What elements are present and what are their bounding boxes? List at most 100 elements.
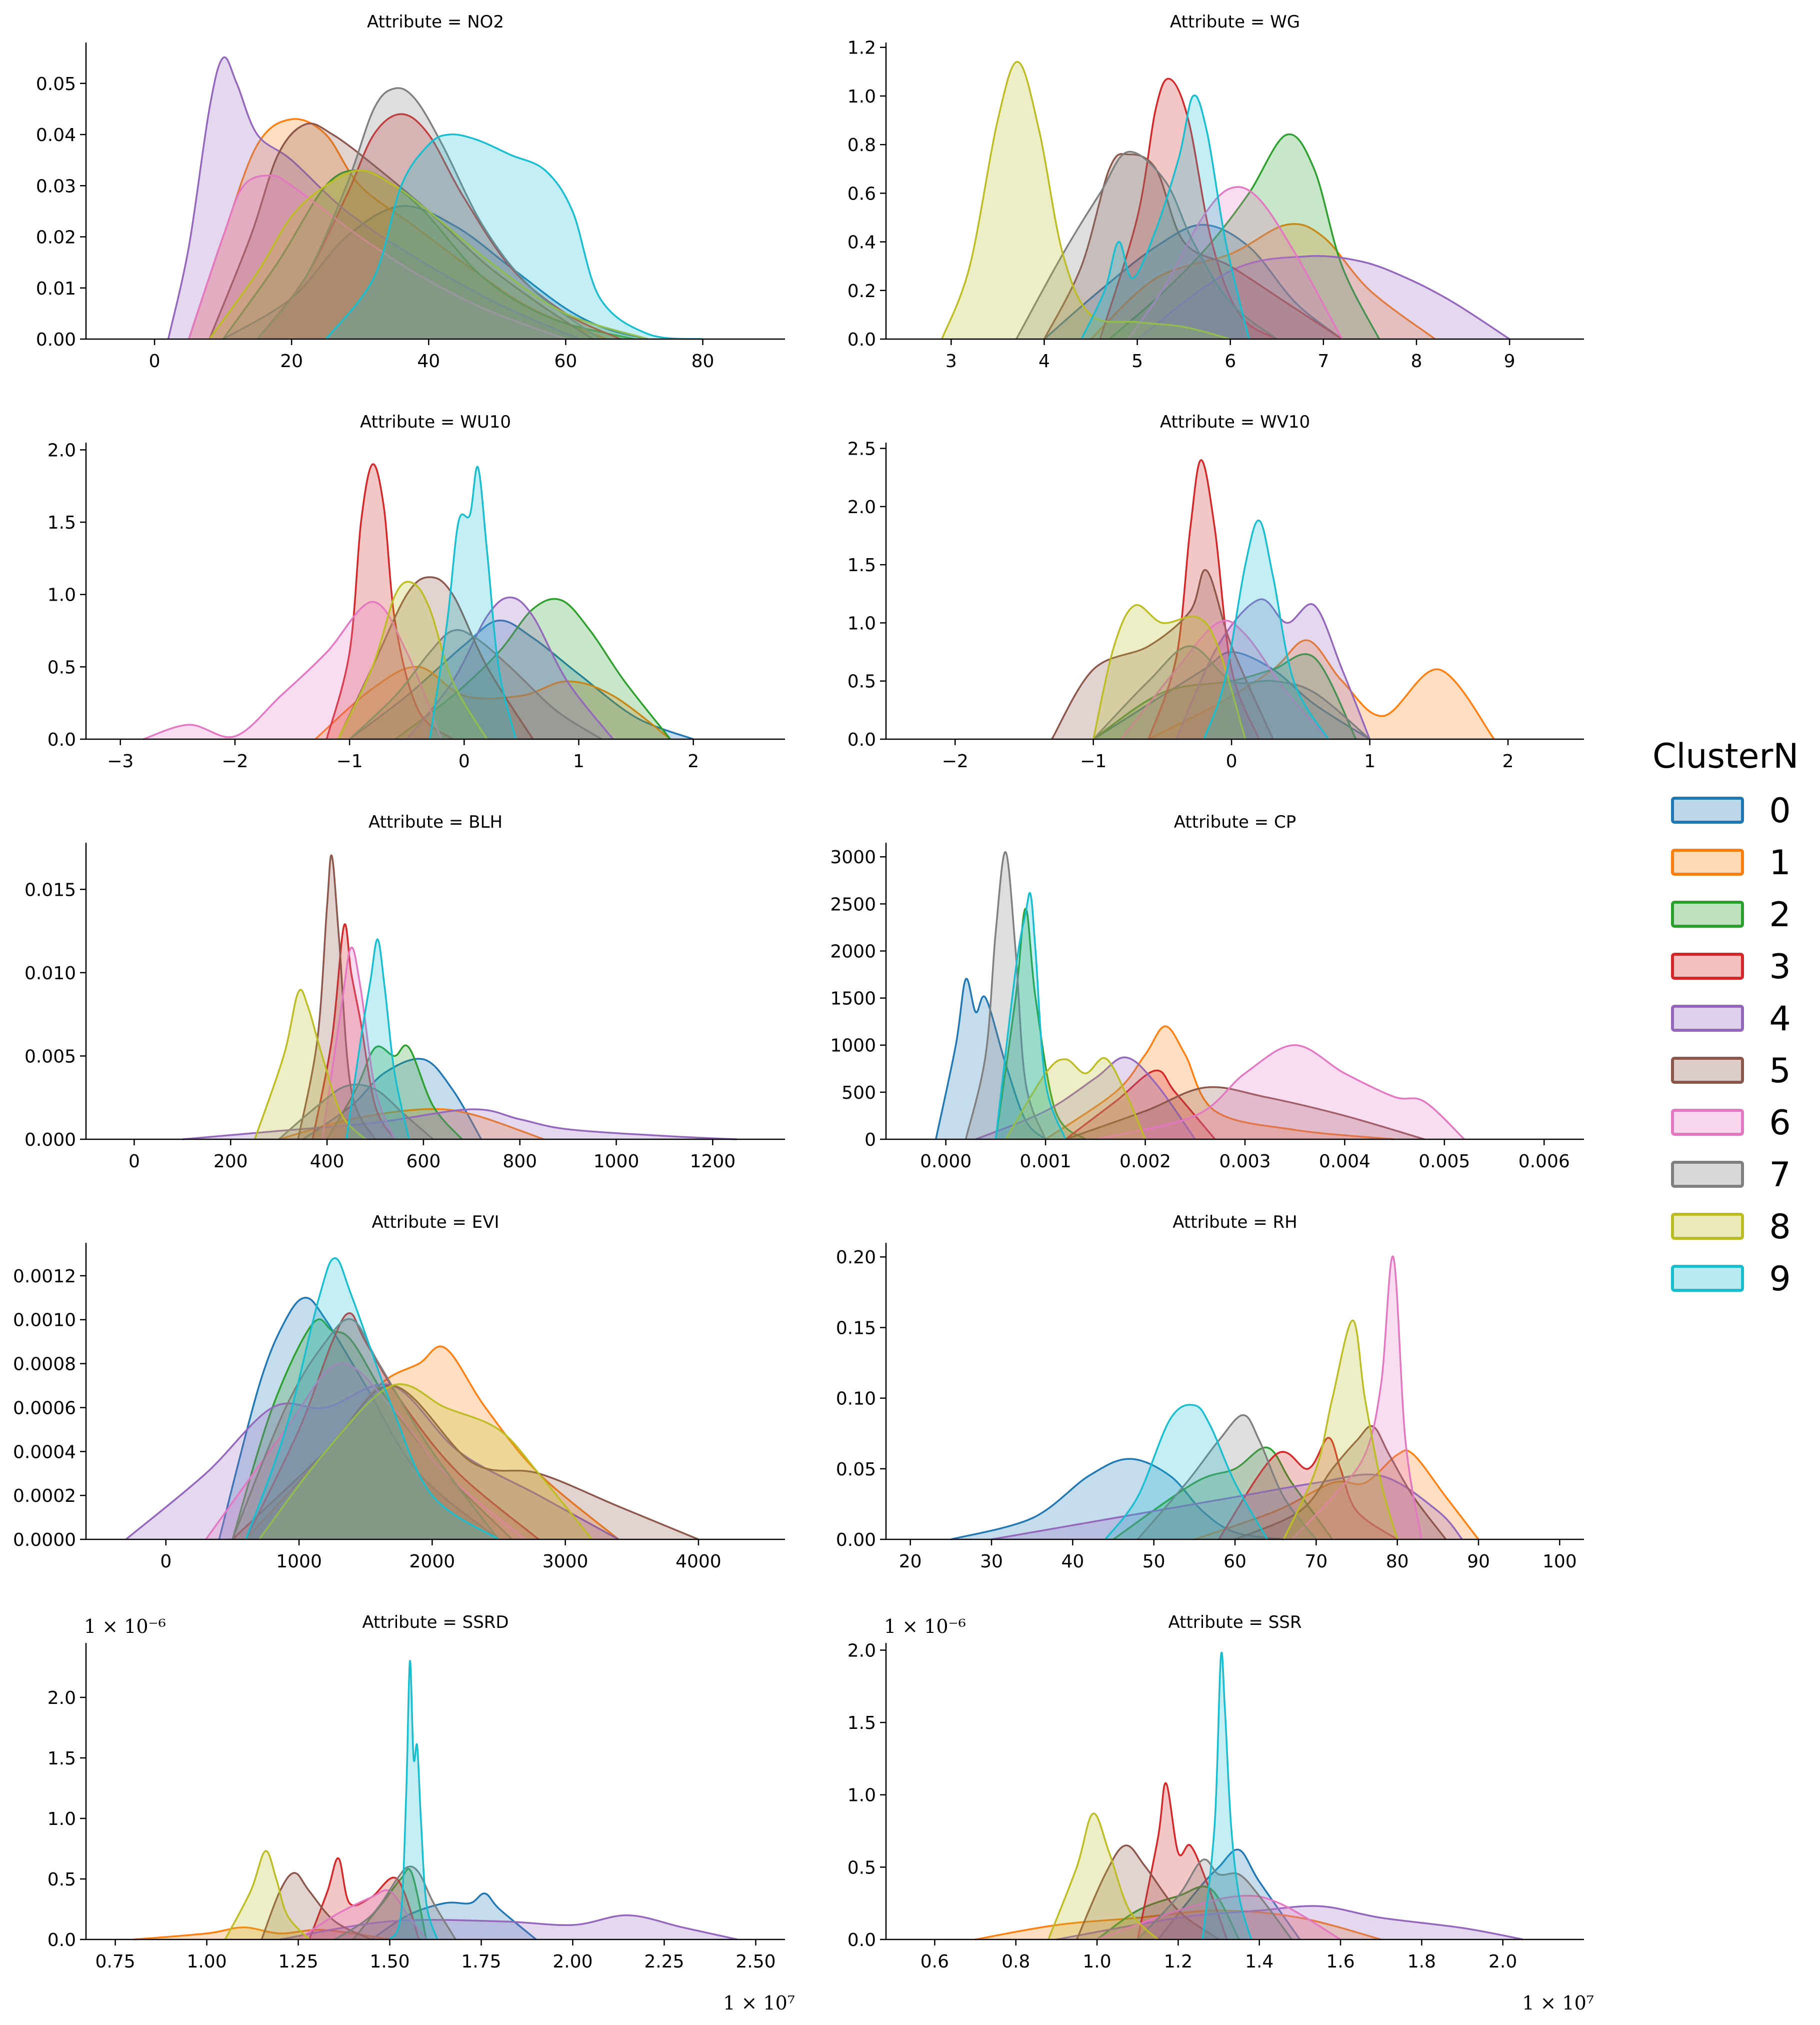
- x-tick-label: 1.8: [1408, 1951, 1436, 1972]
- panel-7: Attribute = EVI0 1000 2000 3000 40000.00000.…: [13, 1212, 785, 1572]
- y-tick-label: 1.0: [848, 1785, 876, 1806]
- x-tick-label: 30: [980, 1551, 1003, 1572]
- legend-item-7: 7: [1672, 1155, 1791, 1195]
- y-tick-label: 3000: [830, 847, 876, 868]
- y-tick-label: 2.0: [848, 497, 876, 518]
- y-tick-label: 500: [842, 1083, 876, 1103]
- y-tick-label: 1.0: [48, 1809, 76, 1829]
- legend-swatch: [1672, 1214, 1742, 1238]
- panel-2: Attribute = WG 3 4 5 6 7 8 9 0.0 0.2 0.4 0.6 0.8 1.0 1…: [848, 12, 1584, 372]
- x-tick-label: 0.006: [1518, 1151, 1570, 1172]
- legend-swatch: [1672, 1110, 1742, 1134]
- x-tick-label: 1.4: [1245, 1951, 1274, 1972]
- y-tick-label: 0.0012: [13, 1266, 76, 1287]
- x-tick-label: 100: [1542, 1551, 1577, 1572]
- legend-swatch: [1672, 1162, 1742, 1186]
- x-tick-label: 1.6: [1326, 1951, 1354, 1972]
- y-tick-label: 0.10: [836, 1389, 876, 1409]
- legend-item-4: 4: [1672, 999, 1791, 1039]
- y-tick-label: 0.015: [24, 880, 76, 900]
- y-tick-label: 2.5: [848, 439, 876, 460]
- x-tick-label: 1.50: [370, 1951, 410, 1972]
- x-tick-label: 6: [1224, 351, 1236, 372]
- panel-title: Attribute = BLH: [368, 812, 502, 832]
- x-tick-label: 2.25: [644, 1951, 684, 1972]
- x-tick-label: 0: [160, 1551, 172, 1572]
- x-tick-label: 0.001: [1020, 1151, 1072, 1172]
- legend-label: 8: [1769, 1207, 1790, 1247]
- panel-title: Attribute = WG: [1170, 12, 1300, 32]
- x-tick-label: −3: [107, 751, 134, 772]
- y-tick-label: 0.000: [24, 1130, 76, 1150]
- x-tick-label: 70: [1304, 1551, 1328, 1572]
- legend-item-5: 5: [1672, 1051, 1791, 1091]
- x-tick-label: 2000: [410, 1551, 456, 1572]
- y-tick-label: 0.0000: [13, 1530, 76, 1550]
- y-offset-label: 1 × 10⁻⁶: [84, 1615, 166, 1637]
- x-tick-label: 40: [417, 351, 440, 372]
- y-tick-label: 0.0004: [13, 1442, 76, 1462]
- legend-item-1: 1: [1672, 843, 1791, 883]
- legend-label: 7: [1769, 1155, 1790, 1195]
- legend-swatch: [1672, 902, 1742, 926]
- x-tick-label: 1.2: [1164, 1951, 1192, 1972]
- x-tick-label: 2: [1502, 751, 1514, 772]
- x-tick-label: 4000: [676, 1551, 722, 1572]
- x-tick-label: 9: [1504, 351, 1516, 372]
- x-tick-label: 7: [1318, 351, 1329, 372]
- y-tick-label: 0.0: [848, 1930, 876, 1950]
- x-tick-label: 200: [214, 1151, 248, 1172]
- x-tick-label: 20: [280, 351, 303, 372]
- legend-item-3: 3: [1672, 947, 1791, 987]
- legend-items: 0123456789: [1672, 791, 1791, 1299]
- legend-item-6: 6: [1672, 1103, 1791, 1143]
- y-tick-label: 0.05: [36, 74, 76, 95]
- y-tick-label: 0.20: [836, 1247, 876, 1268]
- x-tick-label: 600: [406, 1151, 441, 1172]
- panel-10: Attribute = SSR 0.6 0.8 1.0 1.2 1.4 1.6 1.8 2.0 0…: [848, 1612, 1594, 2014]
- y-tick-label: 1.5: [48, 1748, 76, 1769]
- x-tick-label: 800: [502, 1151, 537, 1172]
- x-tick-label: 0.000: [920, 1151, 972, 1172]
- y-tick-label: 1.0: [848, 613, 876, 634]
- y-tick-label: 0.5: [848, 1857, 876, 1878]
- x-tick-label: 2.0: [1488, 1951, 1517, 1972]
- legend-label: 5: [1769, 1051, 1790, 1091]
- y-tick-label: 0.5: [48, 1869, 76, 1890]
- x-tick-label: 1.00: [186, 1951, 226, 1972]
- legend-swatch: [1672, 850, 1742, 874]
- y-tick-label: 2000: [830, 941, 876, 962]
- x-tick-label: 1.0: [1082, 1951, 1111, 1972]
- x-tick-label: 0: [128, 1151, 140, 1172]
- y-tick-label: 0.05: [836, 1459, 876, 1480]
- legend-swatch: [1672, 1006, 1742, 1030]
- kde-facet-figure: Attribute = NO20 20 40 60 800.000.010.020.03…: [0, 0, 1820, 2025]
- x-tick-label: −2: [942, 751, 968, 772]
- x-tick-label: 0.002: [1120, 1151, 1171, 1172]
- y-tick-label: 0.03: [36, 176, 76, 197]
- x-tick-label: 60: [1224, 1551, 1246, 1572]
- y-tick-label: 0.5: [48, 657, 76, 678]
- cluster-legend: ClusterN 0123456789: [1652, 737, 1798, 1299]
- x-tick-label: 1200: [690, 1151, 736, 1172]
- legend-swatch: [1672, 954, 1742, 978]
- y-tick-label: 0.0008: [13, 1354, 76, 1375]
- x-tick-label: 50: [1142, 1551, 1166, 1572]
- y-tick-label: 0.0: [848, 730, 876, 750]
- y-tick-label: 0.15: [836, 1318, 876, 1338]
- y-tick-label: 1.2: [848, 38, 876, 59]
- y-tick-label: 0.01: [36, 279, 76, 299]
- x-tick-label: 0: [458, 751, 470, 772]
- y-tick-label: 0.0: [48, 1930, 76, 1950]
- y-tick-label: 1500: [830, 989, 876, 1009]
- x-tick-label: 1: [573, 751, 584, 772]
- y-tick-label: 1.5: [48, 513, 76, 533]
- panel-title: Attribute = SSR: [1168, 1612, 1302, 1632]
- x-tick-label: 90: [1467, 1551, 1490, 1572]
- x-tick-label: 80: [1386, 1551, 1409, 1572]
- y-tick-label: 1.5: [848, 555, 876, 576]
- x-tick-label: 80: [692, 351, 714, 372]
- x-tick-label: −1: [336, 751, 363, 772]
- x-tick-label: 0.003: [1219, 1151, 1270, 1172]
